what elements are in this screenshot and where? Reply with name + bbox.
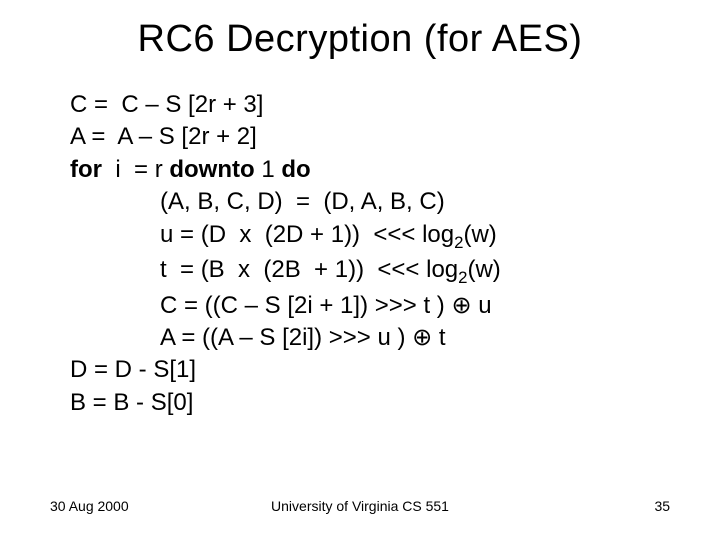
algorithm-body: C = C – S [2r + 3] A = A – S [2r + 2] fo… <box>50 89 670 419</box>
line-c-update: C = ((C – S [2i + 1]) >>> t ) ⊕ u <box>70 290 670 322</box>
footer: 30 Aug 2000 University of Virginia CS 55… <box>0 498 720 514</box>
line-b-final: B = B - S[0] <box>70 387 670 419</box>
footer-date: 30 Aug 2000 <box>50 498 257 514</box>
footer-org: University of Virginia CS 551 <box>257 498 464 514</box>
line-a-init: A = A – S [2r + 2] <box>70 121 670 153</box>
slide-title: RC6 Decryption (for AES) <box>50 18 670 61</box>
line-c-init: C = C – S [2r + 3] <box>70 89 670 121</box>
line-for: for i = r downto 1 do <box>70 154 670 186</box>
footer-page: 35 <box>463 498 670 514</box>
line-permute: (A, B, C, D) = (D, A, B, C) <box>70 186 670 218</box>
line-a-update: A = ((A – S [2i]) >>> u ) ⊕ t <box>70 322 670 354</box>
line-t: t = (B x (2B + 1)) <<< log2(w) <box>70 254 670 289</box>
line-d-final: D = D - S[1] <box>70 354 670 386</box>
line-u: u = (D x (2D + 1)) <<< log2(w) <box>70 219 670 254</box>
slide: RC6 Decryption (for AES) C = C – S [2r +… <box>0 0 720 540</box>
